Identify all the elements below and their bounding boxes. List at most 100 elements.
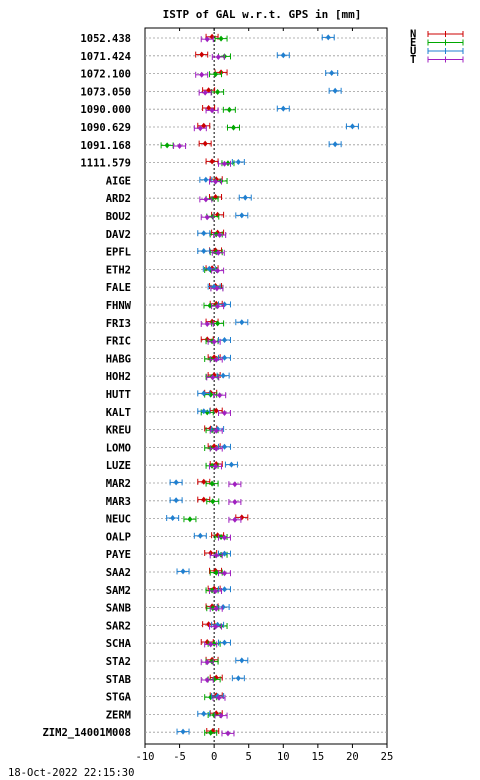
data-point: [239, 319, 245, 326]
mark-t: [200, 214, 214, 221]
data-point: [197, 532, 203, 539]
mark-t: [209, 552, 223, 559]
mark-u: [197, 710, 211, 717]
mark-n: [205, 158, 219, 165]
station-label: 1073.050: [80, 86, 131, 98]
station-label: PAYE: [106, 549, 131, 561]
mark-u: [176, 728, 190, 735]
data-point: [325, 34, 331, 41]
legend-label: U: [410, 46, 416, 58]
station-label: DAV2: [106, 229, 131, 241]
data-point: [280, 52, 286, 59]
mark-u: [166, 515, 180, 521]
station-label: LOMO: [106, 442, 131, 454]
data-point: [231, 124, 237, 131]
data-point: [202, 140, 208, 147]
mark-t: [218, 570, 232, 577]
data-point: [206, 87, 212, 94]
data-point: [173, 497, 179, 504]
data-point: [242, 194, 248, 201]
data-point: [201, 710, 207, 717]
x-tick-label: -5: [173, 751, 186, 763]
mark-t: [173, 143, 187, 149]
data-point: [209, 158, 215, 165]
mark-t: [212, 694, 226, 701]
mark-u: [197, 408, 211, 415]
station-label: 1090.629: [80, 122, 131, 134]
station-label: 1071.424: [80, 51, 131, 63]
data-point: [213, 588, 219, 594]
data-point: [232, 516, 238, 523]
data-point: [213, 178, 219, 185]
mark-u: [231, 675, 245, 682]
data-point: [215, 54, 221, 60]
mark-t: [213, 392, 227, 399]
data-point: [349, 123, 355, 130]
mark-t: [200, 321, 214, 327]
mark-t: [199, 196, 213, 203]
mark-u: [231, 159, 245, 165]
mark-t: [228, 481, 242, 488]
station-label: STAB: [106, 674, 131, 686]
mark-t: [206, 374, 220, 381]
data-point: [239, 212, 245, 219]
mark-t: [211, 54, 225, 60]
mark-n: [202, 87, 216, 94]
station-label: FHNW: [106, 300, 132, 312]
station-label: KALT: [106, 407, 131, 419]
data-point: [215, 249, 221, 256]
station-label: 1090.000: [80, 104, 131, 116]
mark-e: [183, 516, 197, 523]
station-label: ETH2: [106, 264, 131, 276]
mark-e: [204, 729, 218, 736]
data-point: [222, 354, 228, 361]
mark-t: [200, 36, 214, 43]
mark-u: [197, 248, 211, 254]
station-label: ZERM: [106, 709, 131, 721]
data-point: [329, 70, 335, 76]
station-label: 1091.168: [80, 140, 131, 152]
plot-frame: [144, 27, 388, 745]
mark-t: [218, 160, 232, 167]
mark-u: [238, 194, 252, 201]
mark-n: [198, 140, 212, 147]
station-label: LUZE: [106, 460, 131, 472]
station-label: 1111.579: [80, 158, 131, 170]
station-label: FRIC: [106, 336, 131, 348]
station-label: 1072.100: [80, 69, 131, 81]
data-point: [199, 71, 205, 78]
data-point: [216, 694, 222, 701]
mark-t: [218, 534, 232, 541]
mark-u: [176, 568, 190, 575]
data-point: [173, 479, 179, 486]
mark-t: [209, 445, 223, 452]
mark-u: [325, 70, 339, 76]
data-point: [213, 407, 219, 414]
data-point: [222, 160, 228, 167]
data-point: [164, 142, 170, 149]
station-label: SAM2: [106, 585, 131, 597]
station-label: MAR3: [106, 496, 131, 508]
data-point: [222, 410, 228, 416]
data-point: [201, 408, 207, 415]
x-tick-label: 25: [381, 751, 394, 763]
data-point: [187, 516, 193, 523]
data-point: [332, 87, 338, 94]
mark-e: [205, 480, 219, 487]
x-axis: -10 -5 0 5 10 15 20 25: [136, 28, 394, 763]
mark-u: [197, 230, 211, 237]
data-point: [217, 392, 223, 399]
data-point: [210, 605, 216, 612]
mark-u: [276, 52, 290, 59]
mark-u: [328, 141, 342, 148]
data-point: [215, 89, 221, 95]
station-label: ZIM2_14001M008: [42, 727, 131, 739]
mark-t: [210, 285, 224, 292]
mark-e: [160, 142, 174, 149]
mark-u: [218, 586, 232, 593]
data-point: [218, 712, 224, 719]
mark-e: [227, 124, 241, 131]
mark-u: [218, 639, 232, 646]
data-point: [202, 89, 208, 96]
mark-u: [169, 479, 183, 486]
